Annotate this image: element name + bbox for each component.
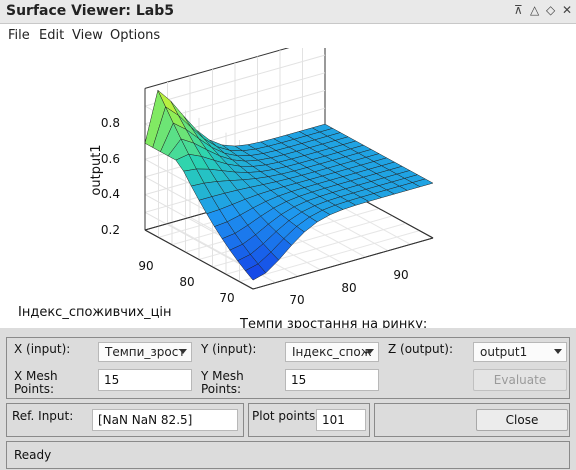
y-tick-label: 80: [179, 275, 194, 289]
evaluate-button[interactable]: Evaluate: [473, 369, 567, 391]
window-title: Surface Viewer: Lab5: [6, 3, 174, 19]
z-tick-label: 0.2: [101, 223, 120, 237]
close-icon[interactable]: ✕: [562, 3, 573, 17]
z-output-select[interactable]: output1: [473, 342, 567, 362]
ref-input-label: Ref. Input:: [12, 409, 74, 423]
y-axis-label: Індекс_споживчих_цін: [18, 305, 172, 320]
x-tick-label: 90: [393, 268, 408, 282]
y-input-label: Y (input):: [201, 342, 257, 356]
x-tick-label: 70: [289, 293, 304, 307]
plot-points-label: Plot points:: [252, 409, 320, 423]
chevron-down-icon: [366, 349, 374, 354]
axis-line: [252, 237, 434, 290]
y-mesh-label: Y Mesh Points:: [201, 369, 244, 396]
menu-view[interactable]: View: [72, 28, 103, 43]
surface-plot-area[interactable]: output1 0.8 0.6 0.4 0.2 90 80 70 70 80 9…: [0, 36, 576, 332]
x-input-select[interactable]: Темпи_зрост: [98, 342, 192, 362]
shade-icon[interactable]: △: [530, 3, 540, 17]
surface-mesh: [144, 89, 434, 281]
ref-input-field[interactable]: [NaN NaN 82.5]: [92, 409, 238, 431]
x-tick-label: 80: [341, 281, 356, 295]
control-panel: X (input): Темпи_зрост Y (input): Індекс…: [0, 328, 576, 470]
x-mesh-label: X Mesh Points:: [14, 369, 58, 396]
axis-line: [144, 229, 254, 290]
chevron-down-icon: [179, 349, 187, 354]
x-axis-label: Темпи зростання на ринку:: [239, 317, 427, 328]
close-button[interactable]: Close: [476, 409, 568, 431]
z-output-value: output1: [480, 345, 528, 359]
z-tick-label: 0.4: [101, 187, 120, 201]
z-tick-label: 0.6: [101, 152, 120, 166]
pin-icon[interactable]: ⊼: [514, 3, 523, 17]
x-input-label: X (input):: [14, 342, 71, 356]
z-tick-label: 0.8: [101, 116, 120, 130]
plot-points-input[interactable]: 101: [316, 409, 366, 431]
menu-edit[interactable]: Edit: [39, 28, 65, 43]
x-mesh-points-input[interactable]: 15: [98, 369, 192, 391]
status-bar: Ready: [6, 441, 570, 469]
plot-points-group: [248, 403, 370, 437]
status-text: Ready: [14, 448, 52, 462]
menu-options[interactable]: Options: [110, 28, 161, 43]
z-output-label: Z (output):: [388, 342, 454, 356]
menu-file[interactable]: File: [8, 28, 30, 43]
z-axis-label: output1: [89, 144, 104, 195]
y-mesh-points-input[interactable]: 15: [285, 369, 379, 391]
x-input-value: Темпи_зрост: [105, 345, 186, 359]
chevron-down-icon: [554, 349, 562, 354]
y-tick-label: 90: [138, 259, 153, 273]
axis-line: [239, 230, 420, 283]
surface-plot[interactable]: output1 0.8 0.6 0.4 0.2 90 80 70 70 80 9…: [0, 36, 576, 332]
y-tick-label: 70: [219, 291, 234, 305]
maximize-icon[interactable]: ◇: [546, 3, 556, 17]
y-input-value: Індекс_спож: [292, 345, 372, 359]
menu-bar: File Edit View Options: [0, 24, 576, 48]
surface-patch: [411, 178, 434, 188]
window-titlebar: Surface Viewer: Lab5 ⊼ △ ◇ ✕: [0, 0, 576, 24]
y-input-select[interactable]: Індекс_спож: [285, 342, 379, 362]
